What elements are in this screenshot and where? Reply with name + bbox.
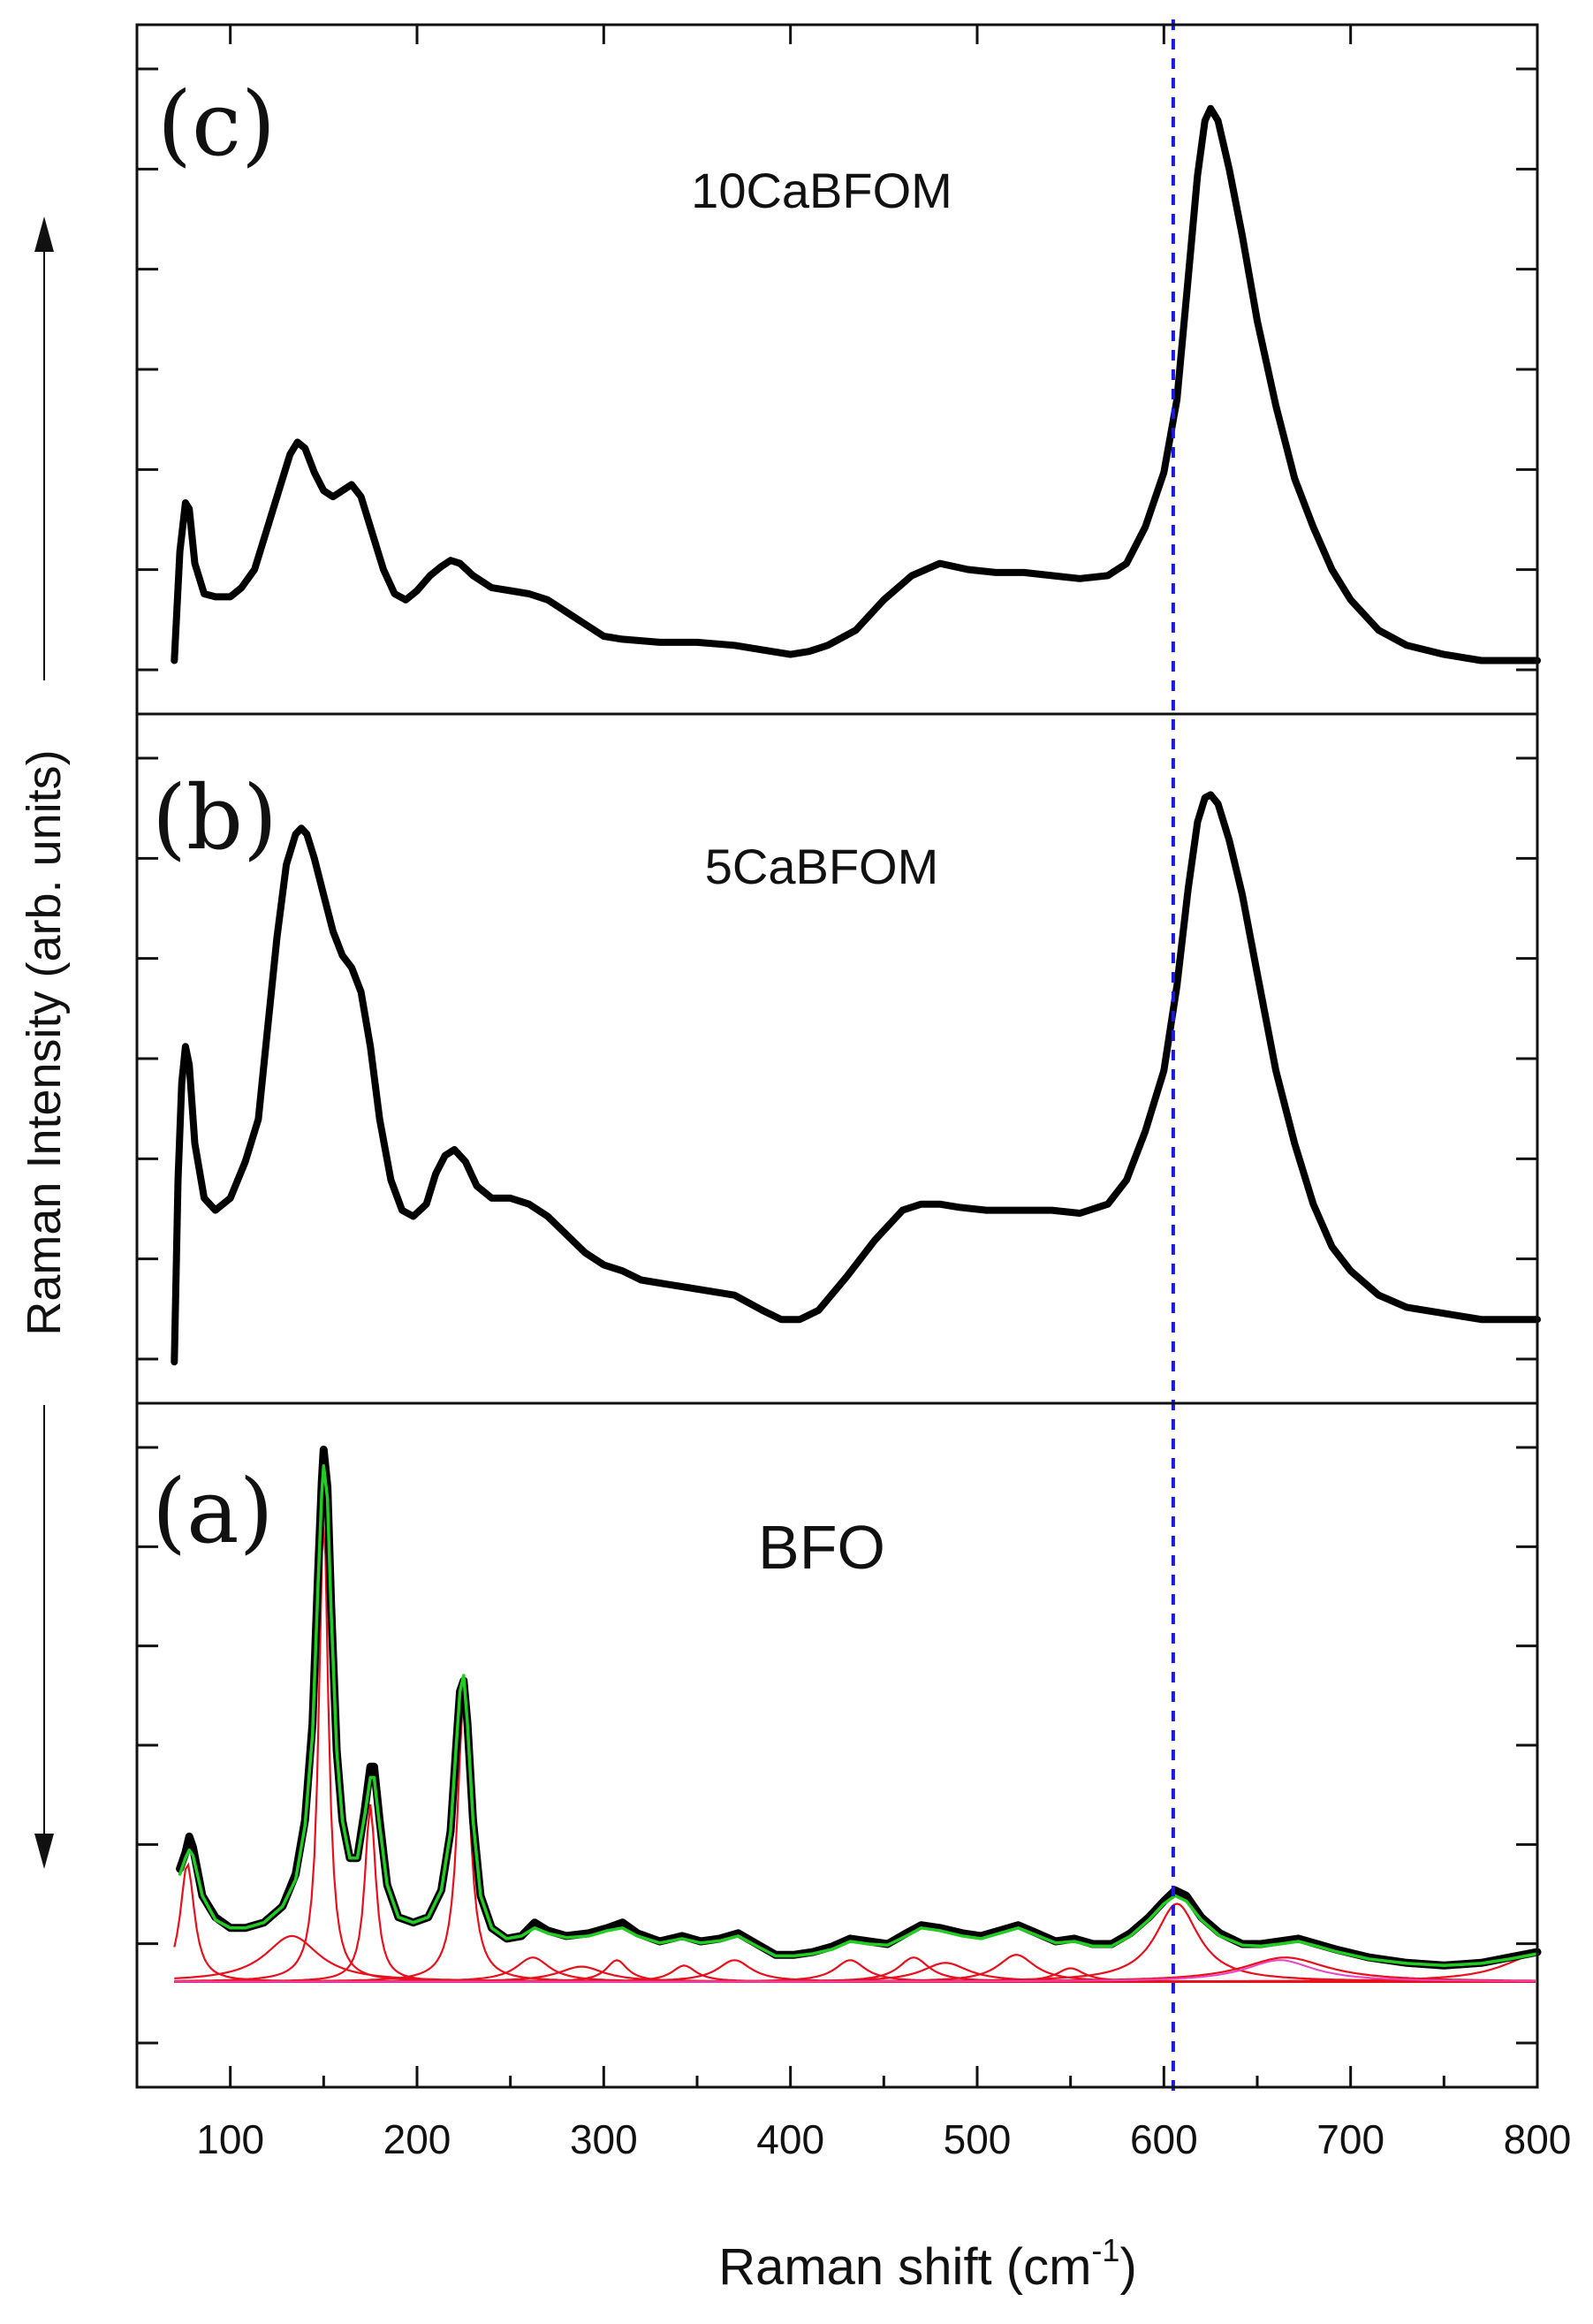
series-fit-BFO: [178, 1464, 1539, 1968]
sample-name: 5CaBFOM: [705, 839, 939, 894]
y-axis-arrow-down-head: [34, 1834, 54, 1869]
fit-peak-432: [174, 1959, 1536, 1983]
panel-10CaBFOM: (c) 10CaBFOM: [137, 67, 1541, 672]
x-axis-label-main: Raman shift (cm: [718, 2238, 1091, 2296]
x-tick-label-800: 800: [1504, 2116, 1572, 2162]
x-tick-label-100: 100: [196, 2116, 264, 2162]
y-axis-arrow-up-head: [34, 216, 54, 252]
fit-peak-307: [174, 1959, 1536, 1983]
panel-5CaBFOM: (b) 5CaBFOM: [137, 756, 1541, 1366]
x-axis-label: Raman shift (cm-1): [718, 2232, 1137, 2296]
sample-name: 10CaBFOM: [691, 163, 952, 218]
x-tick-label-300: 300: [570, 2116, 638, 2162]
x-tick-label-500: 500: [944, 2116, 1012, 2162]
outer-frame: [135, 23, 1539, 2089]
y-axis-label: Raman Intensity (arb. units): [18, 749, 71, 1335]
panels-layer: (c) 10CaBFOM (b) 5CaBFOM (a) BFO: [137, 67, 1542, 2045]
x-tick-label-400: 400: [756, 2116, 824, 2162]
series-measured-5CaBFOM: [171, 791, 1541, 1366]
x-axis-label-superscript: -1: [1091, 2232, 1119, 2268]
fit-peak-370: [174, 1959, 1536, 1983]
panel-label: (c): [157, 72, 276, 176]
x-axis-ticks: 100 200 300 400 500 600 700 800: [196, 25, 1571, 2162]
fit-peak-77: [173, 1862, 1536, 1983]
fit-peak-magenta-662: [174, 1959, 1536, 1983]
x-tick-label-600: 600: [1130, 2116, 1198, 2162]
x-tick-label-700: 700: [1316, 2116, 1384, 2162]
panel-BFO: (a) BFO: [137, 1446, 1542, 2045]
series-measured-10CaBFOM: [171, 104, 1541, 665]
x-tick-label-200: 200: [383, 2116, 451, 2162]
sample-name: BFO: [758, 1513, 885, 1582]
panel-label: (a): [152, 1460, 274, 1563]
fit-peaks: [173, 1521, 1536, 1983]
y-axis-label-group: Raman Intensity (arb. units): [18, 216, 71, 1869]
x-axis-label-close: ): [1119, 2238, 1136, 2296]
panel-label: (b): [152, 766, 277, 870]
plot-frame: [135, 23, 1539, 2089]
